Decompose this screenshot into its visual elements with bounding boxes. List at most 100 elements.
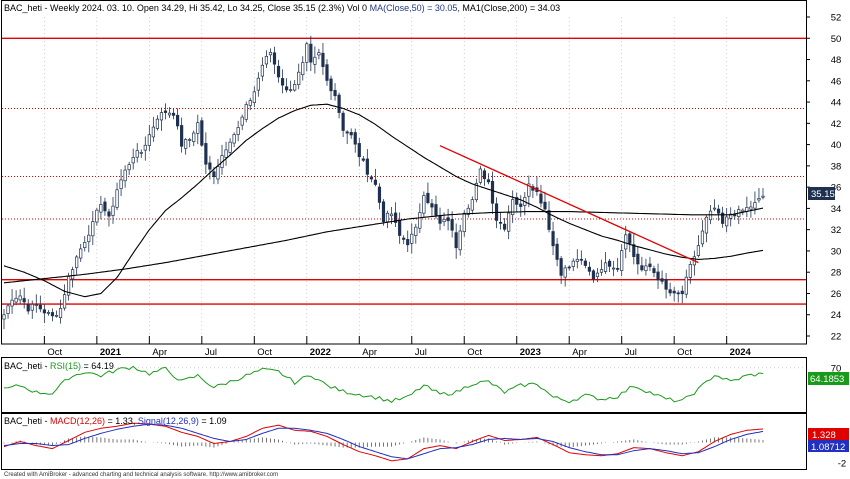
candle: [260, 64, 264, 77]
candle: [341, 112, 345, 131]
candle: [369, 176, 373, 180]
time-tick-label: Oct: [257, 347, 272, 358]
rsi-pane-frame: [1, 357, 807, 413]
price-tick-label: 40: [831, 140, 842, 151]
price-tick-label: 36: [831, 183, 842, 194]
candle: [103, 201, 107, 212]
candlesticks: [2, 35, 765, 330]
candle: [46, 312, 51, 314]
candle: [607, 260, 612, 267]
candle: [248, 100, 252, 106]
candle: [450, 219, 454, 231]
price-tick-label: 46: [831, 76, 842, 87]
candle: [377, 186, 382, 203]
candle: [547, 210, 551, 230]
candle: [680, 290, 684, 295]
trendline-group: [439, 145, 699, 264]
time-tick-label: 2024: [730, 347, 752, 358]
candle: [539, 193, 543, 204]
candle: [34, 304, 38, 306]
candle: [54, 314, 59, 317]
candle: [373, 179, 378, 185]
candle: [422, 195, 426, 214]
rsi-line: [3, 365, 764, 404]
macd-header-prefix: BAC_heti -: [4, 416, 50, 426]
candle: [381, 201, 386, 223]
last-price-label: 35.15: [811, 189, 835, 200]
candle: [466, 207, 470, 215]
footer-credit: Created with AmiBroker - advanced charti…: [4, 472, 278, 478]
candle: [660, 278, 664, 282]
macd-header: BAC_heti - MACD(12,26) = 1.33, Signal(12…: [4, 416, 227, 426]
candle: [276, 65, 281, 78]
candle: [729, 213, 733, 219]
candle: [511, 199, 515, 216]
candle: [297, 71, 301, 86]
candle: [394, 212, 398, 223]
candle: [26, 304, 30, 312]
macd-header-name: MACD(12,26): [50, 416, 105, 426]
candle: [236, 127, 240, 135]
candle: [462, 212, 466, 233]
candle: [458, 230, 462, 251]
candle: [761, 195, 765, 198]
candle: [712, 207, 717, 210]
candle: [587, 266, 591, 272]
candle: [741, 209, 745, 212]
candle: [305, 43, 309, 63]
candle: [268, 52, 273, 56]
price-tick-label: 22: [831, 332, 842, 343]
candle: [406, 239, 410, 246]
signal-header-value: = 1.09: [199, 416, 227, 426]
candle: [636, 253, 640, 265]
candle: [365, 158, 369, 175]
candle: [289, 89, 293, 91]
rsi-value-badge: [808, 372, 849, 385]
candle: [361, 158, 365, 161]
candle: [79, 248, 83, 259]
candle: [87, 234, 91, 243]
candle: [454, 232, 458, 249]
candle: [684, 276, 688, 295]
candle: [224, 149, 228, 158]
candle: [385, 212, 390, 223]
horizontal-levels: [2, 37, 806, 305]
rsi-value-label: 64.1853: [810, 374, 844, 385]
candle: [498, 221, 503, 224]
candle: [672, 290, 676, 294]
candle: [252, 91, 256, 103]
candle: [42, 309, 46, 314]
candle: [329, 78, 333, 92]
candle: [337, 94, 341, 113]
candle: [749, 206, 753, 210]
price-tick-label: 26: [831, 289, 842, 300]
candle: [676, 292, 680, 295]
candle: [688, 264, 692, 278]
candle: [478, 168, 482, 183]
price-tick-label: 32: [831, 225, 842, 236]
candle: [184, 139, 188, 149]
candle: [430, 203, 434, 208]
candle: [256, 77, 260, 91]
ma200-line: [3, 207, 764, 284]
candle: [127, 164, 131, 171]
candle: [58, 308, 63, 318]
candle: [644, 265, 648, 271]
candle: [624, 234, 628, 250]
candle: [410, 233, 414, 244]
candle: [107, 211, 111, 217]
candle: [139, 152, 143, 154]
price-tick-label: 24: [831, 310, 842, 321]
candle: [398, 220, 402, 236]
candle: [244, 104, 248, 120]
candle: [753, 202, 757, 209]
candle: [664, 279, 668, 290]
candle: [716, 208, 721, 214]
candle: [563, 267, 567, 278]
candle: [123, 169, 127, 182]
candle: [163, 110, 168, 113]
rsi-header-prefix: BAC_heti -: [4, 361, 50, 371]
candle: [620, 250, 624, 271]
candle: [628, 233, 632, 244]
